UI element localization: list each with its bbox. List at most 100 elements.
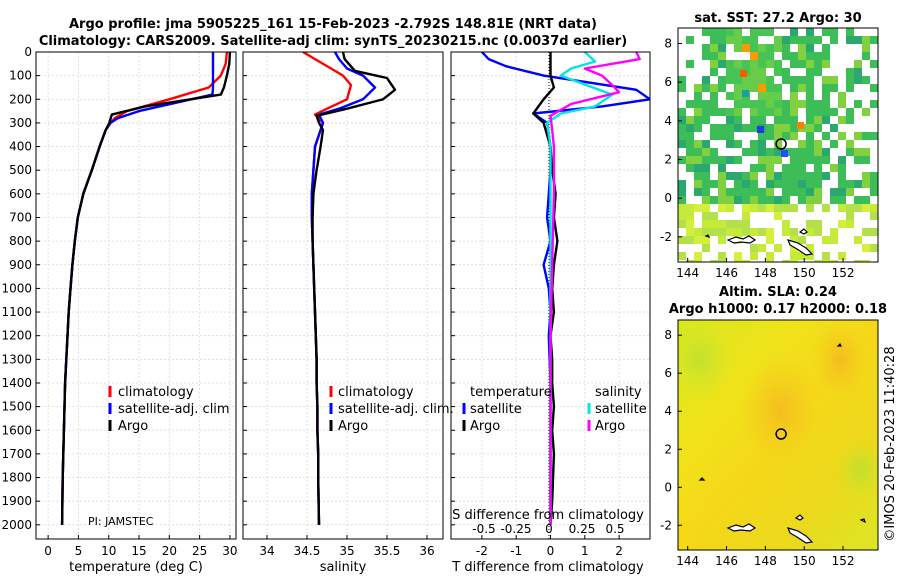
- y-tick-label: 400: [9, 140, 32, 154]
- sst-cell: [790, 252, 798, 260]
- sst-cell: [734, 156, 742, 164]
- sst-cell: [774, 212, 782, 220]
- sst-cell: [766, 228, 774, 236]
- y-tick-label: 1900: [1, 494, 32, 508]
- sst-cell: [790, 148, 798, 156]
- sst-cell: [798, 156, 806, 164]
- sla-high-anomaly: [740, 355, 820, 465]
- sst-cell: [806, 156, 814, 164]
- sst-cell: [710, 212, 718, 220]
- sst-cell: [822, 116, 830, 124]
- sst-cell: [686, 124, 694, 132]
- sst-cell: [718, 36, 726, 44]
- sst-cell: [710, 148, 718, 156]
- sst-cell: [726, 124, 734, 132]
- salinity-ticks: 34 34.5 35 35.5 36: [243, 51, 435, 558]
- sst-cell: [854, 60, 862, 68]
- sst-cell: [726, 220, 734, 228]
- sst-cell: [798, 52, 806, 60]
- sst-cell: [806, 180, 814, 188]
- sst-coastline: [704, 228, 814, 256]
- sst-cell: [718, 124, 726, 132]
- sst-cell: [734, 196, 742, 204]
- sst-cell: [846, 148, 854, 156]
- legend-temperature-header: temperature: [470, 385, 552, 400]
- sst-cell: [766, 100, 774, 108]
- sst-cell: [774, 180, 782, 188]
- sst-coastline-path: [704, 228, 814, 256]
- sst-cell: [678, 124, 686, 132]
- map-y-tick-label: 6: [664, 366, 672, 380]
- sst-cell: [734, 140, 742, 148]
- sst-cell: [726, 188, 734, 196]
- sst-cell: [846, 180, 854, 188]
- sst-cell: [782, 108, 790, 116]
- sst-cell: [854, 260, 862, 262]
- sst-cell: [750, 244, 758, 252]
- sst-cell: [718, 132, 726, 140]
- credit-label: ©IMOS 20-Feb-2023 11:40:28: [883, 346, 898, 541]
- sst-cell: [750, 68, 758, 76]
- sst-cell: [774, 60, 782, 68]
- sla-map-field: [678, 320, 878, 550]
- sst-cell: [806, 84, 814, 92]
- sst-cell: [678, 84, 686, 92]
- sst-cell: [686, 140, 694, 148]
- salinity-diff-tick-labels: -0.5 -0.25 0 0.25 0.5: [472, 522, 624, 536]
- sst-cell: [757, 126, 764, 133]
- sst-cell: [766, 108, 774, 116]
- sst-cell: [694, 108, 702, 116]
- sst-cell: [758, 92, 766, 100]
- salinity-lines: [302, 52, 397, 525]
- sst-cell: [790, 84, 798, 92]
- legend-salinity-header: salinity: [595, 385, 642, 400]
- sst-cell: [710, 228, 718, 236]
- sst-cell: [710, 220, 718, 228]
- sst-cell: [822, 60, 830, 68]
- y-tick-label: 900: [9, 258, 32, 272]
- sst-cell: [726, 28, 734, 36]
- sst-cell: [790, 100, 798, 108]
- sst-cell: [870, 188, 878, 196]
- sst-cell: [846, 212, 854, 220]
- sst-cell: [790, 188, 798, 196]
- sst-cell: [830, 140, 838, 148]
- sst-cell: [822, 236, 830, 244]
- sst-cell: [782, 172, 790, 180]
- sst-cell: [782, 100, 790, 108]
- sst-cell: [734, 228, 742, 236]
- sst-map-frame: [677, 27, 879, 263]
- sst-cell: [750, 108, 758, 116]
- sst-cell: [678, 132, 686, 140]
- sst-cell: [822, 260, 830, 262]
- sst-cell: [750, 60, 758, 68]
- sst-map-cells: [678, 28, 878, 262]
- sst-cell: [782, 36, 790, 44]
- sst-cell: [814, 196, 822, 204]
- sst-cell: [694, 260, 702, 262]
- sst-cell: [686, 164, 694, 172]
- sst-cell: [678, 212, 686, 220]
- legend-argo-label: Argo: [118, 419, 148, 434]
- map-y-tick-label: 4: [664, 114, 672, 128]
- x-tick-label: 30: [222, 544, 237, 558]
- sst-cell: [782, 164, 790, 172]
- sst-cell: [790, 244, 798, 252]
- sst-cell: [694, 100, 702, 108]
- sst-cell: [766, 164, 774, 172]
- salinity-grid: [243, 51, 443, 539]
- sst-cell: [742, 36, 750, 44]
- sst-cell: [678, 204, 686, 212]
- sst-cell: [870, 204, 878, 212]
- sst-cell: [782, 228, 790, 236]
- sst-cell: [718, 28, 726, 36]
- sst-cell: [790, 76, 798, 84]
- sst-cell: [702, 116, 710, 124]
- sst-cell: [702, 220, 710, 228]
- sst-cell: [750, 164, 758, 172]
- sst-cell: [710, 108, 718, 116]
- sst-cell: [686, 212, 694, 220]
- sst-cell: [846, 140, 854, 148]
- y-tick-label: 600: [9, 187, 32, 201]
